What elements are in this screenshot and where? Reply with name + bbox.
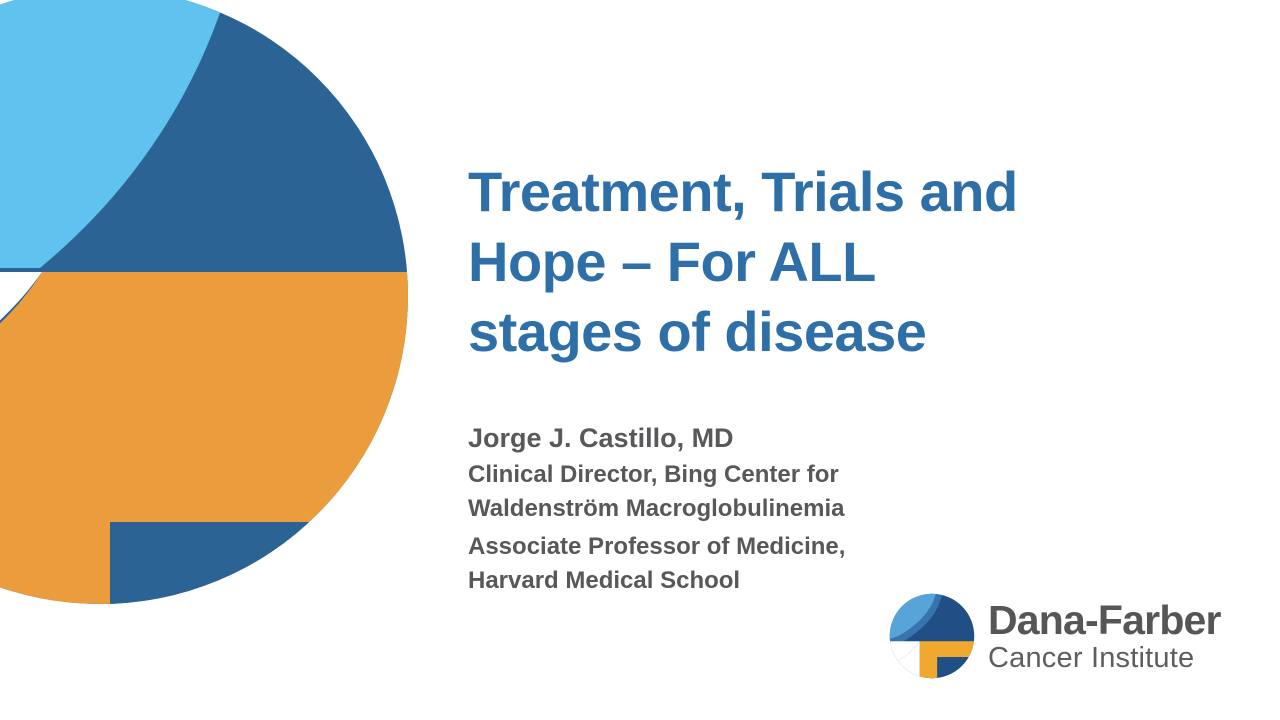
presenter-info: Jorge J. Castillo, MD Clinical Director,…	[468, 420, 1088, 598]
affiliation-line-3: Associate Professor of Medicine,	[468, 533, 846, 560]
brand-segment-lower-blue	[110, 522, 408, 604]
logo-segment-orange	[919, 641, 975, 679]
brand-segment-dark-blue	[0, 0, 408, 604]
logo-segment-lower-blue	[937, 657, 975, 679]
presenter-affiliation-1: Clinical Director, Bing Center for Walde…	[468, 458, 1088, 526]
brand-segment-orange	[0, 272, 408, 604]
title-line-1: Treatment, Trials and	[468, 160, 1018, 223]
logo-text: Dana-Farber Cancer Institute	[988, 596, 1222, 674]
affiliation-line-4: Harvard Medical School	[468, 567, 741, 594]
brand-segment-light-blue	[0, 0, 250, 268]
title-line-3: stages of disease	[468, 300, 927, 363]
dana-farber-logo: Dana-Farber Cancer Institute	[888, 592, 1222, 680]
presenter-affiliation-2: Associate Professor of Medicine, Harvard…	[468, 530, 1088, 598]
logo-wordmark: Dana-Farber	[988, 596, 1222, 643]
brand-segment-white-notch	[0, 272, 42, 440]
dana-farber-brand-circle	[0, 0, 408, 604]
logo-tagline: Cancer Institute	[988, 641, 1195, 674]
page-title: Treatment, Trials and Hope – For ALL sta…	[468, 157, 1168, 367]
title-line-2: Hope – For ALL	[468, 230, 876, 293]
presenter-name: Jorge J. Castillo, MD	[468, 423, 734, 453]
affiliation-line-2: Waldenström Macroglobulinemia	[468, 495, 845, 522]
affiliation-line-1: Clinical Director, Bing Center for	[468, 461, 839, 488]
dana-farber-logo-mark	[889, 593, 975, 679]
